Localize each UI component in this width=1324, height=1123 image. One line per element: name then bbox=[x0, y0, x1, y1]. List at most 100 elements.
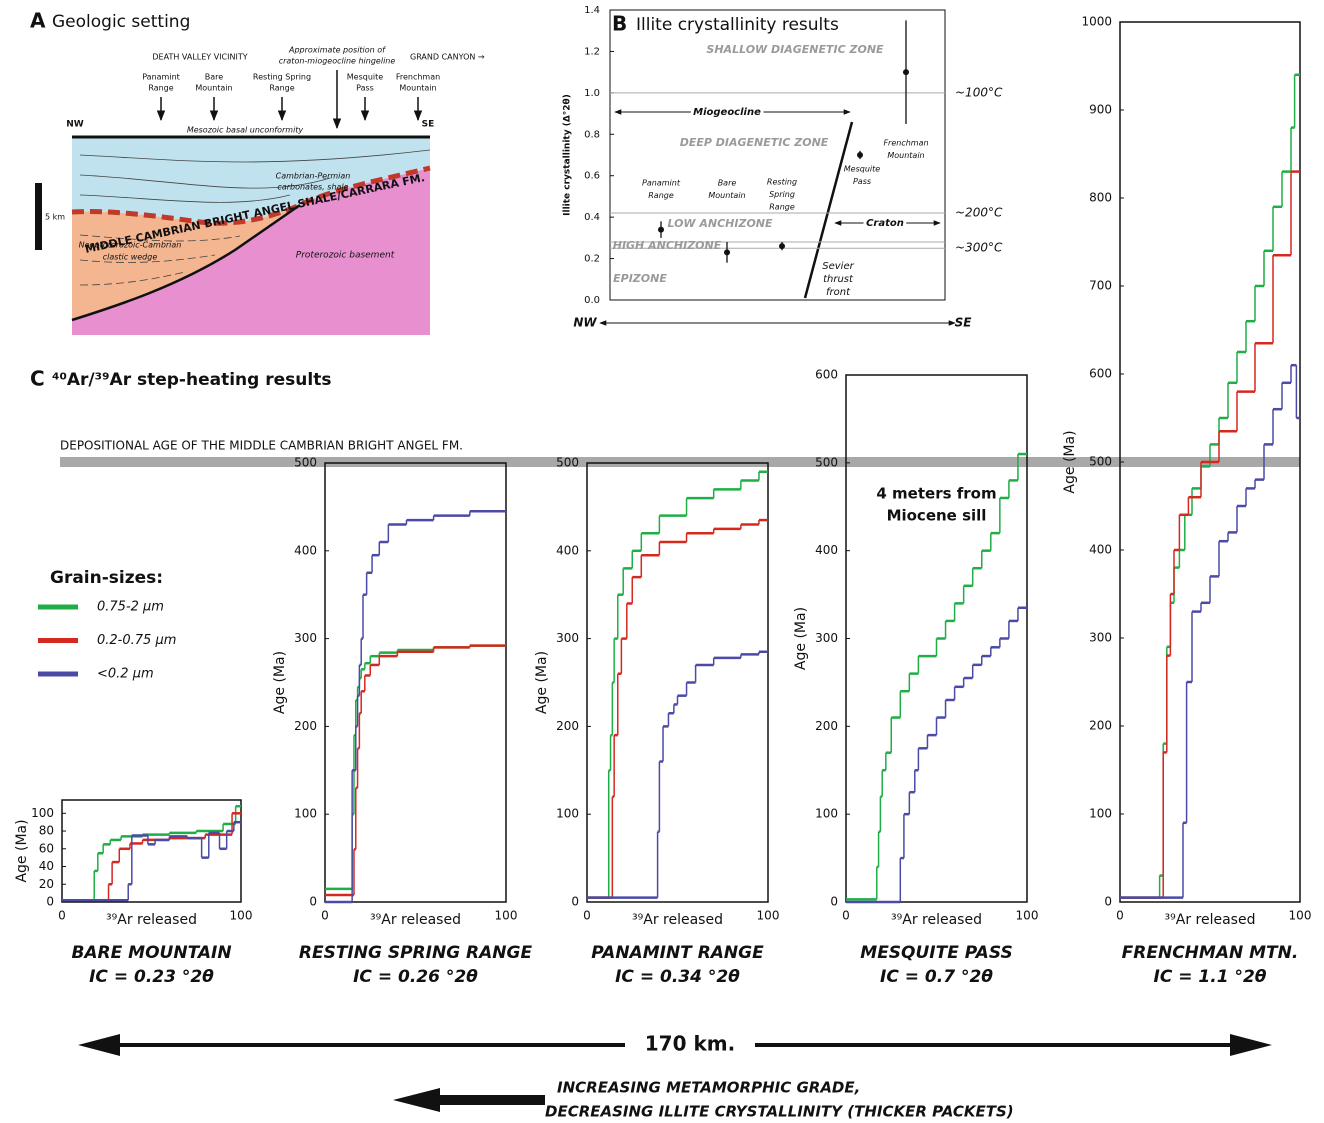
basement-contact bbox=[71, 203, 301, 322]
annotation: Miocene sill bbox=[887, 507, 987, 525]
zone-label: LOW ANCHIZONE bbox=[667, 217, 773, 230]
plot-frame bbox=[324, 462, 507, 903]
site-subtitle: IC = 0.26 °2θ bbox=[353, 967, 478, 987]
x-tick-label: 100 bbox=[495, 909, 518, 923]
site-label: Pass bbox=[356, 84, 374, 93]
y-tick-label: 400 bbox=[556, 543, 579, 557]
y-tick-label: 500 bbox=[815, 455, 838, 469]
band-label: DEPOSITIONAL AGE OF THE MIDDLE CAMBRIAN … bbox=[60, 439, 463, 453]
temperature-label: ~300°C bbox=[955, 241, 1003, 255]
site-label: Bare bbox=[718, 179, 737, 188]
site-label: Mesquite bbox=[347, 73, 384, 82]
site-label: Panamint bbox=[642, 179, 681, 188]
site-subtitle: IC = 0.34 °2θ bbox=[615, 967, 740, 987]
legend-title: Grain-sizes: bbox=[50, 568, 163, 588]
y-axis-label: Age (Ma) bbox=[1062, 430, 1078, 493]
y-tick-label: 100 bbox=[31, 806, 54, 820]
x-tick-label: 100 bbox=[1016, 909, 1039, 923]
temperature-label: ~100°C bbox=[955, 85, 1003, 99]
direction-label: NW bbox=[66, 120, 84, 130]
y-tick-label: 600 bbox=[815, 368, 838, 382]
y-tick-label: 0.4 bbox=[584, 212, 600, 223]
cross-section bbox=[35, 135, 431, 335]
plot-frame bbox=[609, 9, 946, 301]
y-tick-label: 200 bbox=[294, 719, 317, 733]
x-tick-label: 100 bbox=[757, 909, 780, 923]
y-tick-label: 100 bbox=[1089, 807, 1112, 821]
wedge-lines bbox=[79, 234, 241, 286]
y-tick-label: 500 bbox=[556, 456, 579, 470]
site-label: Mountain bbox=[708, 191, 745, 200]
strata-lines bbox=[79, 149, 431, 203]
y-axis-label: Age (Ma) bbox=[14, 819, 30, 882]
site-label: Frenchman bbox=[883, 139, 928, 148]
panel-label: C bbox=[30, 367, 45, 391]
site-label: Range bbox=[148, 84, 173, 93]
panel-title: ⁴⁰Ar/³⁹Ar step-heating results bbox=[52, 370, 331, 390]
sevier-label: Sevier bbox=[822, 261, 854, 272]
y-tick-label: 100 bbox=[294, 807, 317, 821]
y-tick-label: 0.6 bbox=[584, 171, 600, 182]
x-tick-label: 0 bbox=[321, 909, 329, 923]
y-tick-label: 400 bbox=[294, 543, 317, 557]
craton-label: Craton bbox=[866, 218, 904, 229]
y-tick-label: 20 bbox=[39, 877, 54, 891]
sevier-label: thrust bbox=[823, 274, 854, 285]
zone-label: EPIZONE bbox=[613, 272, 667, 285]
y-tick-label: 100 bbox=[815, 807, 838, 821]
y-axis-label: Age (Ma) bbox=[793, 607, 809, 670]
y-tick-label: 0 bbox=[830, 895, 838, 909]
x-tick-label: 100 bbox=[230, 909, 253, 923]
site-label: Spring bbox=[769, 190, 795, 199]
y-tick-label: 900 bbox=[1089, 103, 1112, 117]
panel-label: B bbox=[612, 12, 627, 36]
grade-label: DECREASING ILLITE CRYSTALLINITY (THICKER… bbox=[545, 1103, 1014, 1121]
y-tick-label: 300 bbox=[815, 631, 838, 645]
y-tick-label: 400 bbox=[1089, 543, 1112, 557]
site-title: RESTING SPRING RANGE bbox=[299, 943, 533, 963]
unit-label: Neoproterozoic-Cambrian bbox=[79, 241, 182, 250]
x-axis-label: ³⁹Ar released bbox=[1165, 912, 1256, 928]
site-label: Pass bbox=[853, 177, 871, 186]
y-tick-label: 1.0 bbox=[584, 88, 600, 99]
y-tick-label: 80 bbox=[39, 824, 54, 838]
site-title: MESQUITE PASS bbox=[860, 943, 1012, 963]
y-tick-label: 500 bbox=[294, 456, 317, 470]
x-axis-label: SE bbox=[955, 316, 973, 330]
scale-label: 5 km bbox=[45, 213, 65, 222]
x-tick-label: 0 bbox=[842, 909, 850, 923]
direction-label: SE bbox=[422, 120, 435, 130]
y-tick-label: 800 bbox=[1089, 191, 1112, 205]
site-label: Mountain bbox=[195, 84, 232, 93]
x-axis-label: ³⁹Ar released bbox=[632, 912, 723, 928]
data-point bbox=[724, 249, 730, 256]
site-subtitle: IC = 0.7 °2θ bbox=[880, 967, 993, 987]
x-tick-label: 0 bbox=[58, 909, 66, 923]
y-tick-label: 600 bbox=[1089, 367, 1112, 381]
site-label: Resting bbox=[767, 178, 797, 187]
site-title: PANAMINT RANGE bbox=[591, 943, 764, 963]
x-tick-label: 100 bbox=[1289, 909, 1312, 923]
y-tick-label: 400 bbox=[815, 543, 838, 557]
data-point bbox=[903, 69, 909, 76]
site-label: Range bbox=[648, 191, 674, 200]
y-tick-label: 500 bbox=[1089, 455, 1112, 469]
unit-label: Proterozoic basement bbox=[296, 251, 395, 261]
zone-label: DEEP DIAGENETIC ZONE bbox=[680, 136, 829, 149]
annotation: 4 meters from bbox=[876, 485, 996, 503]
y-tick-label: 700 bbox=[1089, 279, 1112, 293]
y-tick-label: 300 bbox=[294, 631, 317, 645]
scale-bar bbox=[35, 183, 42, 250]
legend-label: 0.2-0.75 µm bbox=[97, 633, 176, 648]
site-title: FRENCHMAN MTN. bbox=[1122, 943, 1299, 963]
site-label: Mountain bbox=[887, 151, 924, 160]
zone-label: SHALLOW DIAGENETIC ZONE bbox=[706, 43, 884, 56]
y-tick-label: 0.8 bbox=[584, 129, 600, 140]
site-title: BARE MOUNTAIN bbox=[71, 943, 231, 963]
y-tick-label: 0 bbox=[1104, 895, 1112, 909]
y-tick-label: 200 bbox=[1089, 719, 1112, 733]
panel-title: Geologic setting bbox=[52, 12, 190, 32]
y-axis-label: Age (Ma) bbox=[534, 651, 550, 714]
site-label: Bare bbox=[205, 73, 224, 82]
